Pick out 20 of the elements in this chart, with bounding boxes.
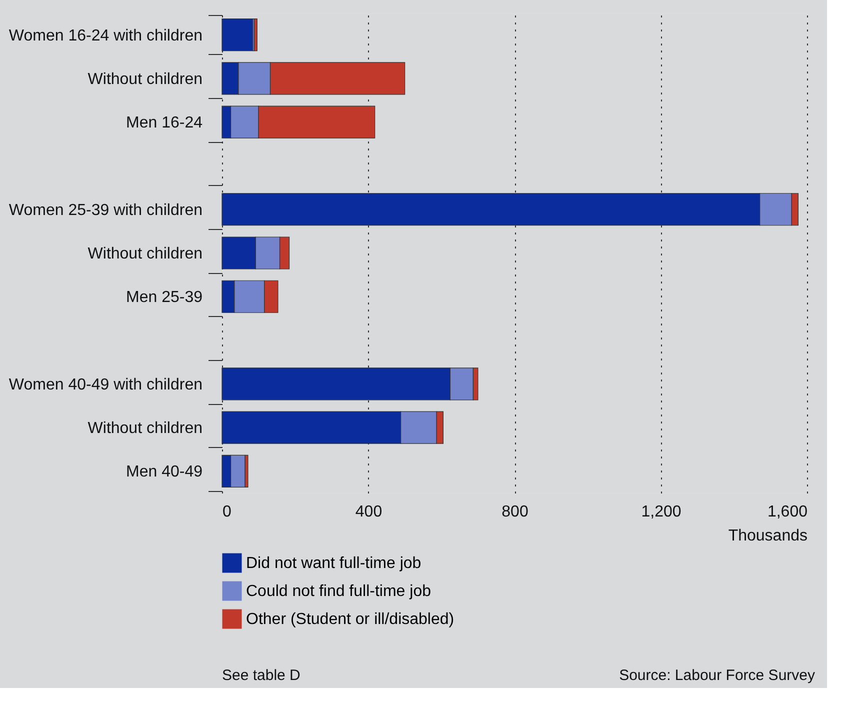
- x-axis-title: Thousands: [728, 528, 808, 544]
- x-tick-label: 1,600: [767, 504, 808, 520]
- y-tick-label: Women 16-24 with children: [8, 27, 202, 44]
- x-tick-label: 0: [222, 504, 232, 520]
- y-tick-label: Without children: [88, 246, 202, 262]
- legend-label: Other (Student or ill/disabled): [246, 611, 454, 628]
- y-tick-label: Without children: [88, 70, 202, 88]
- legend-label: Did not want full-time job: [246, 555, 422, 572]
- source-note: Source: Labour Force Survey: [619, 667, 816, 684]
- y-tick-label: Men 25-39: [126, 289, 203, 306]
- y-tick-label: Women 40-49 with children: [8, 376, 202, 394]
- legend-label: Could not find full-time job: [246, 583, 432, 600]
- y-tick-label: Men 40-49: [126, 464, 203, 481]
- x-tick-label: 400: [355, 504, 382, 520]
- x-tick-label: 1,200: [641, 504, 682, 520]
- text: See table D: [222, 667, 301, 684]
- y-tick-label: Men 16-24: [126, 114, 203, 132]
- y-tick-label: Without children: [88, 420, 202, 438]
- y-tick-label: Women 25-39 with children: [8, 202, 202, 219]
- x-tick-label: 800: [502, 504, 528, 520]
